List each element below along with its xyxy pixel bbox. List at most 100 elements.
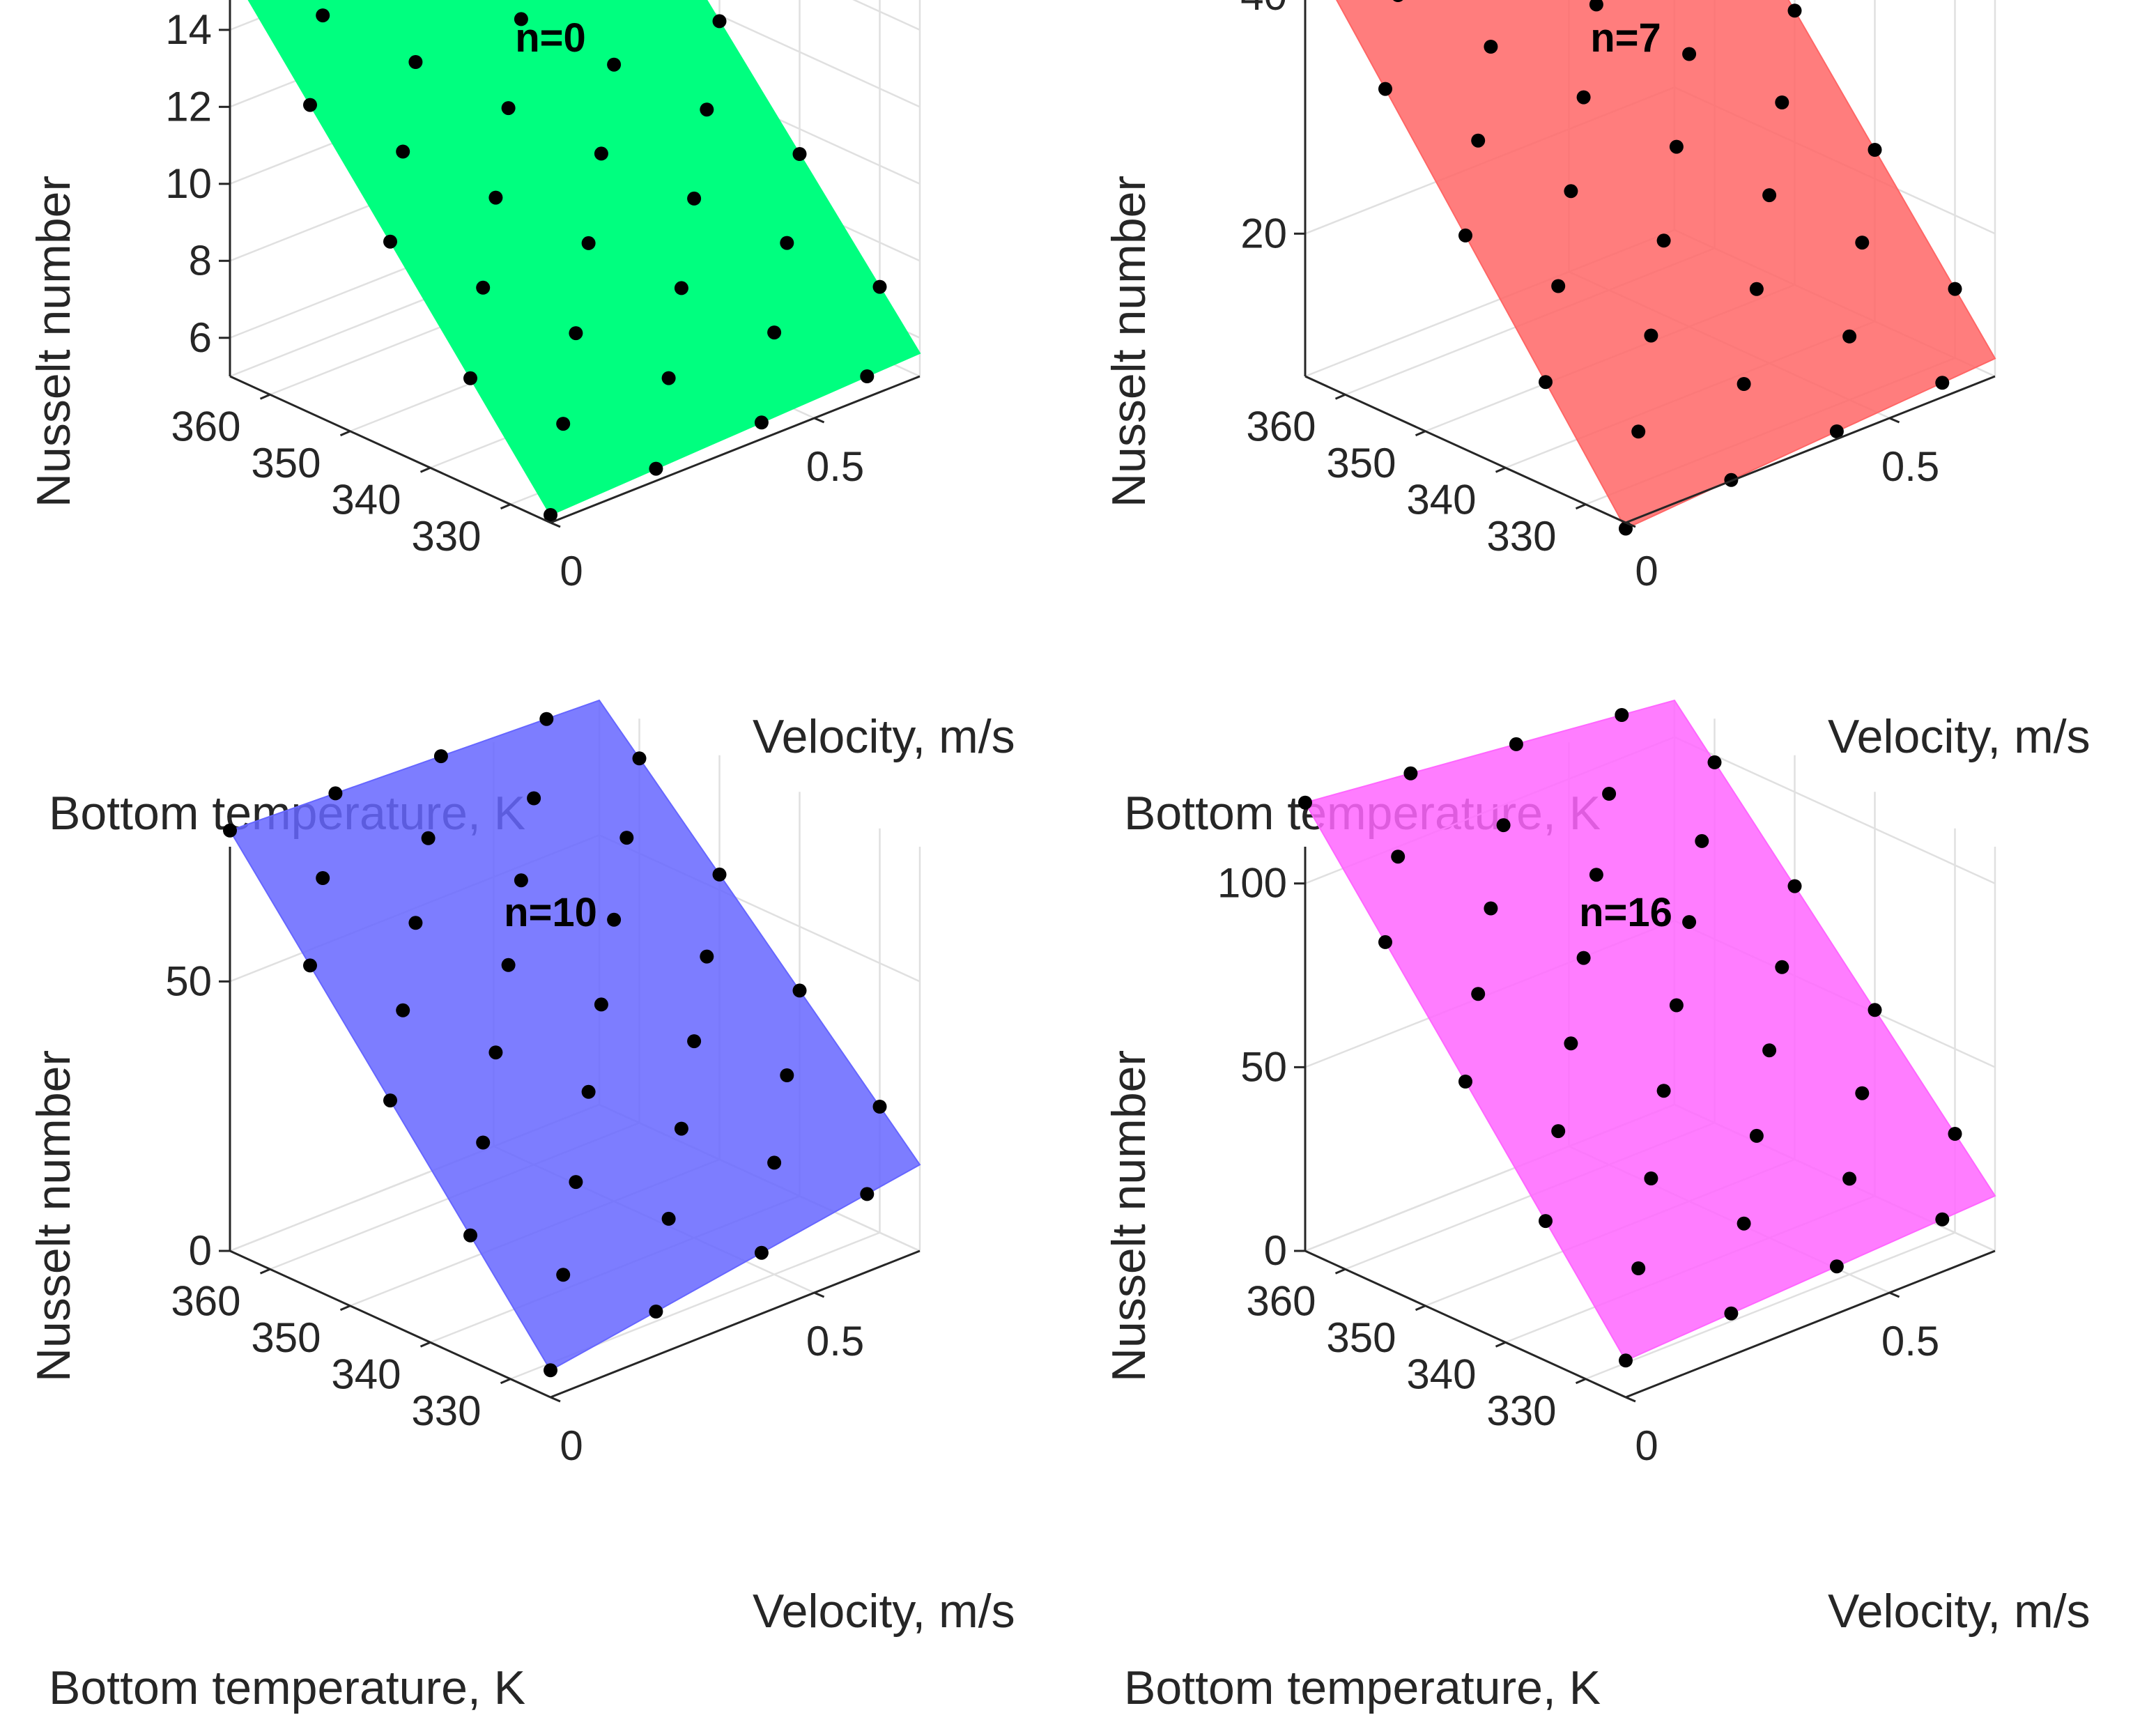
surface-patch: [1336, 0, 1996, 530]
data-point: [1749, 1128, 1764, 1143]
data-point: [556, 1268, 571, 1282]
x-axis-line: [1625, 375, 1996, 524]
data-point: [1551, 1124, 1566, 1139]
data-point: [632, 751, 647, 766]
data-point: [1948, 282, 1962, 296]
x-tick-label: 0: [560, 1422, 583, 1469]
y-axis-line: [229, 375, 551, 524]
data-point: [569, 1175, 583, 1190]
data-point: [1948, 1127, 1962, 1141]
data-point: [1631, 1261, 1646, 1275]
data-point: [501, 958, 516, 972]
x-tick: [1625, 521, 1636, 528]
data-point: [700, 949, 714, 964]
data-point: [1471, 987, 1486, 1001]
data-point: [780, 236, 794, 250]
data-point: [780, 1068, 794, 1082]
data-point: [488, 1045, 503, 1060]
data-point: [1471, 133, 1486, 148]
z-axis-label: Nusselt number: [1102, 176, 1155, 507]
data-point: [1775, 960, 1789, 974]
y-tick-label: 360: [1246, 1277, 1316, 1324]
data-point: [1602, 787, 1617, 801]
x-tick: [813, 417, 825, 424]
data-point: [1589, 868, 1603, 882]
z-tick-label: 50: [1240, 1043, 1287, 1090]
subplot-title: n=7: [1590, 15, 1661, 61]
z-axis-label: Nusselt number: [1102, 1050, 1155, 1382]
data-point: [1644, 1171, 1658, 1185]
subplot-title: n=0: [515, 15, 586, 61]
x-tick-label: 0.5: [1881, 443, 1939, 490]
data-point: [396, 144, 410, 159]
x-axis-label: Velocity, m/s: [1828, 1585, 2090, 1638]
x-tick: [1888, 417, 1900, 424]
data-point: [303, 98, 317, 112]
data-point: [1539, 375, 1553, 390]
y-tick-label: 350: [251, 1314, 321, 1361]
y-tick: [1415, 430, 1426, 437]
data-point: [1391, 850, 1406, 864]
data-point: [1829, 424, 1844, 438]
data-point: [408, 55, 423, 69]
data-point: [476, 1135, 491, 1150]
y-tick: [339, 1305, 351, 1312]
data-point: [1576, 90, 1591, 105]
data-point: [1682, 47, 1697, 61]
y-tick-label: 360: [171, 1277, 240, 1324]
data-point: [433, 749, 448, 764]
x-tick-label: 0: [560, 548, 583, 594]
data-point: [223, 823, 237, 838]
data-point: [514, 12, 528, 26]
y-tick-label: 330: [411, 1387, 481, 1434]
data-point: [1762, 1043, 1777, 1058]
y-axis-line: [1304, 1250, 1626, 1399]
data-point: [1393, 0, 1403, 2]
data-point: [476, 280, 491, 295]
z-tick-label: 40: [1240, 0, 1287, 19]
subplot-title: n=10: [504, 890, 597, 935]
data-point: [396, 1003, 410, 1017]
surface-patch: [1304, 699, 1996, 1362]
data-point: [383, 234, 397, 249]
data-point: [1737, 377, 1751, 391]
data-point: [674, 1121, 688, 1136]
z-tick-label: 14: [165, 6, 212, 53]
z-tick-label: 6: [189, 314, 212, 361]
y-tick: [1495, 1341, 1507, 1348]
data-point: [1842, 329, 1857, 344]
data-point: [872, 1100, 887, 1114]
data-point: [1631, 424, 1646, 439]
data-point: [303, 958, 317, 973]
data-point: [1749, 282, 1764, 296]
x-tick-label: 0: [1635, 1422, 1658, 1469]
subplot-title: n=16: [1579, 890, 1672, 935]
data-point: [619, 831, 634, 845]
grid-line: [1585, 1231, 1955, 1380]
surface-patch: [229, 699, 921, 1371]
data-point: [1762, 188, 1777, 203]
y-tick: [1334, 1268, 1346, 1275]
subplot-n7: 00.53303403503602040 n=7 Velocity, m/s B…: [1102, 0, 2090, 840]
data-point: [594, 146, 608, 161]
data-point: [1935, 1212, 1950, 1227]
y-tick-label: 340: [1406, 1351, 1476, 1397]
y-tick: [339, 430, 351, 437]
data-point: [1855, 236, 1870, 250]
data-point: [649, 461, 663, 476]
x-axis-line: [550, 375, 921, 524]
y-tick: [500, 1378, 511, 1385]
data-point: [1787, 879, 1802, 893]
y-tick-label: 340: [1406, 476, 1476, 523]
data-point: [1656, 1084, 1671, 1098]
data-point: [687, 1034, 702, 1049]
surface-patch: [247, 0, 921, 516]
y-axis-line: [229, 1250, 551, 1399]
data-point: [1378, 82, 1392, 96]
data-point: [1855, 1086, 1870, 1100]
data-point: [1682, 915, 1697, 930]
data-point: [527, 791, 541, 806]
data-point: [1576, 951, 1591, 965]
data-point: [539, 712, 554, 726]
y-tick: [500, 503, 511, 510]
